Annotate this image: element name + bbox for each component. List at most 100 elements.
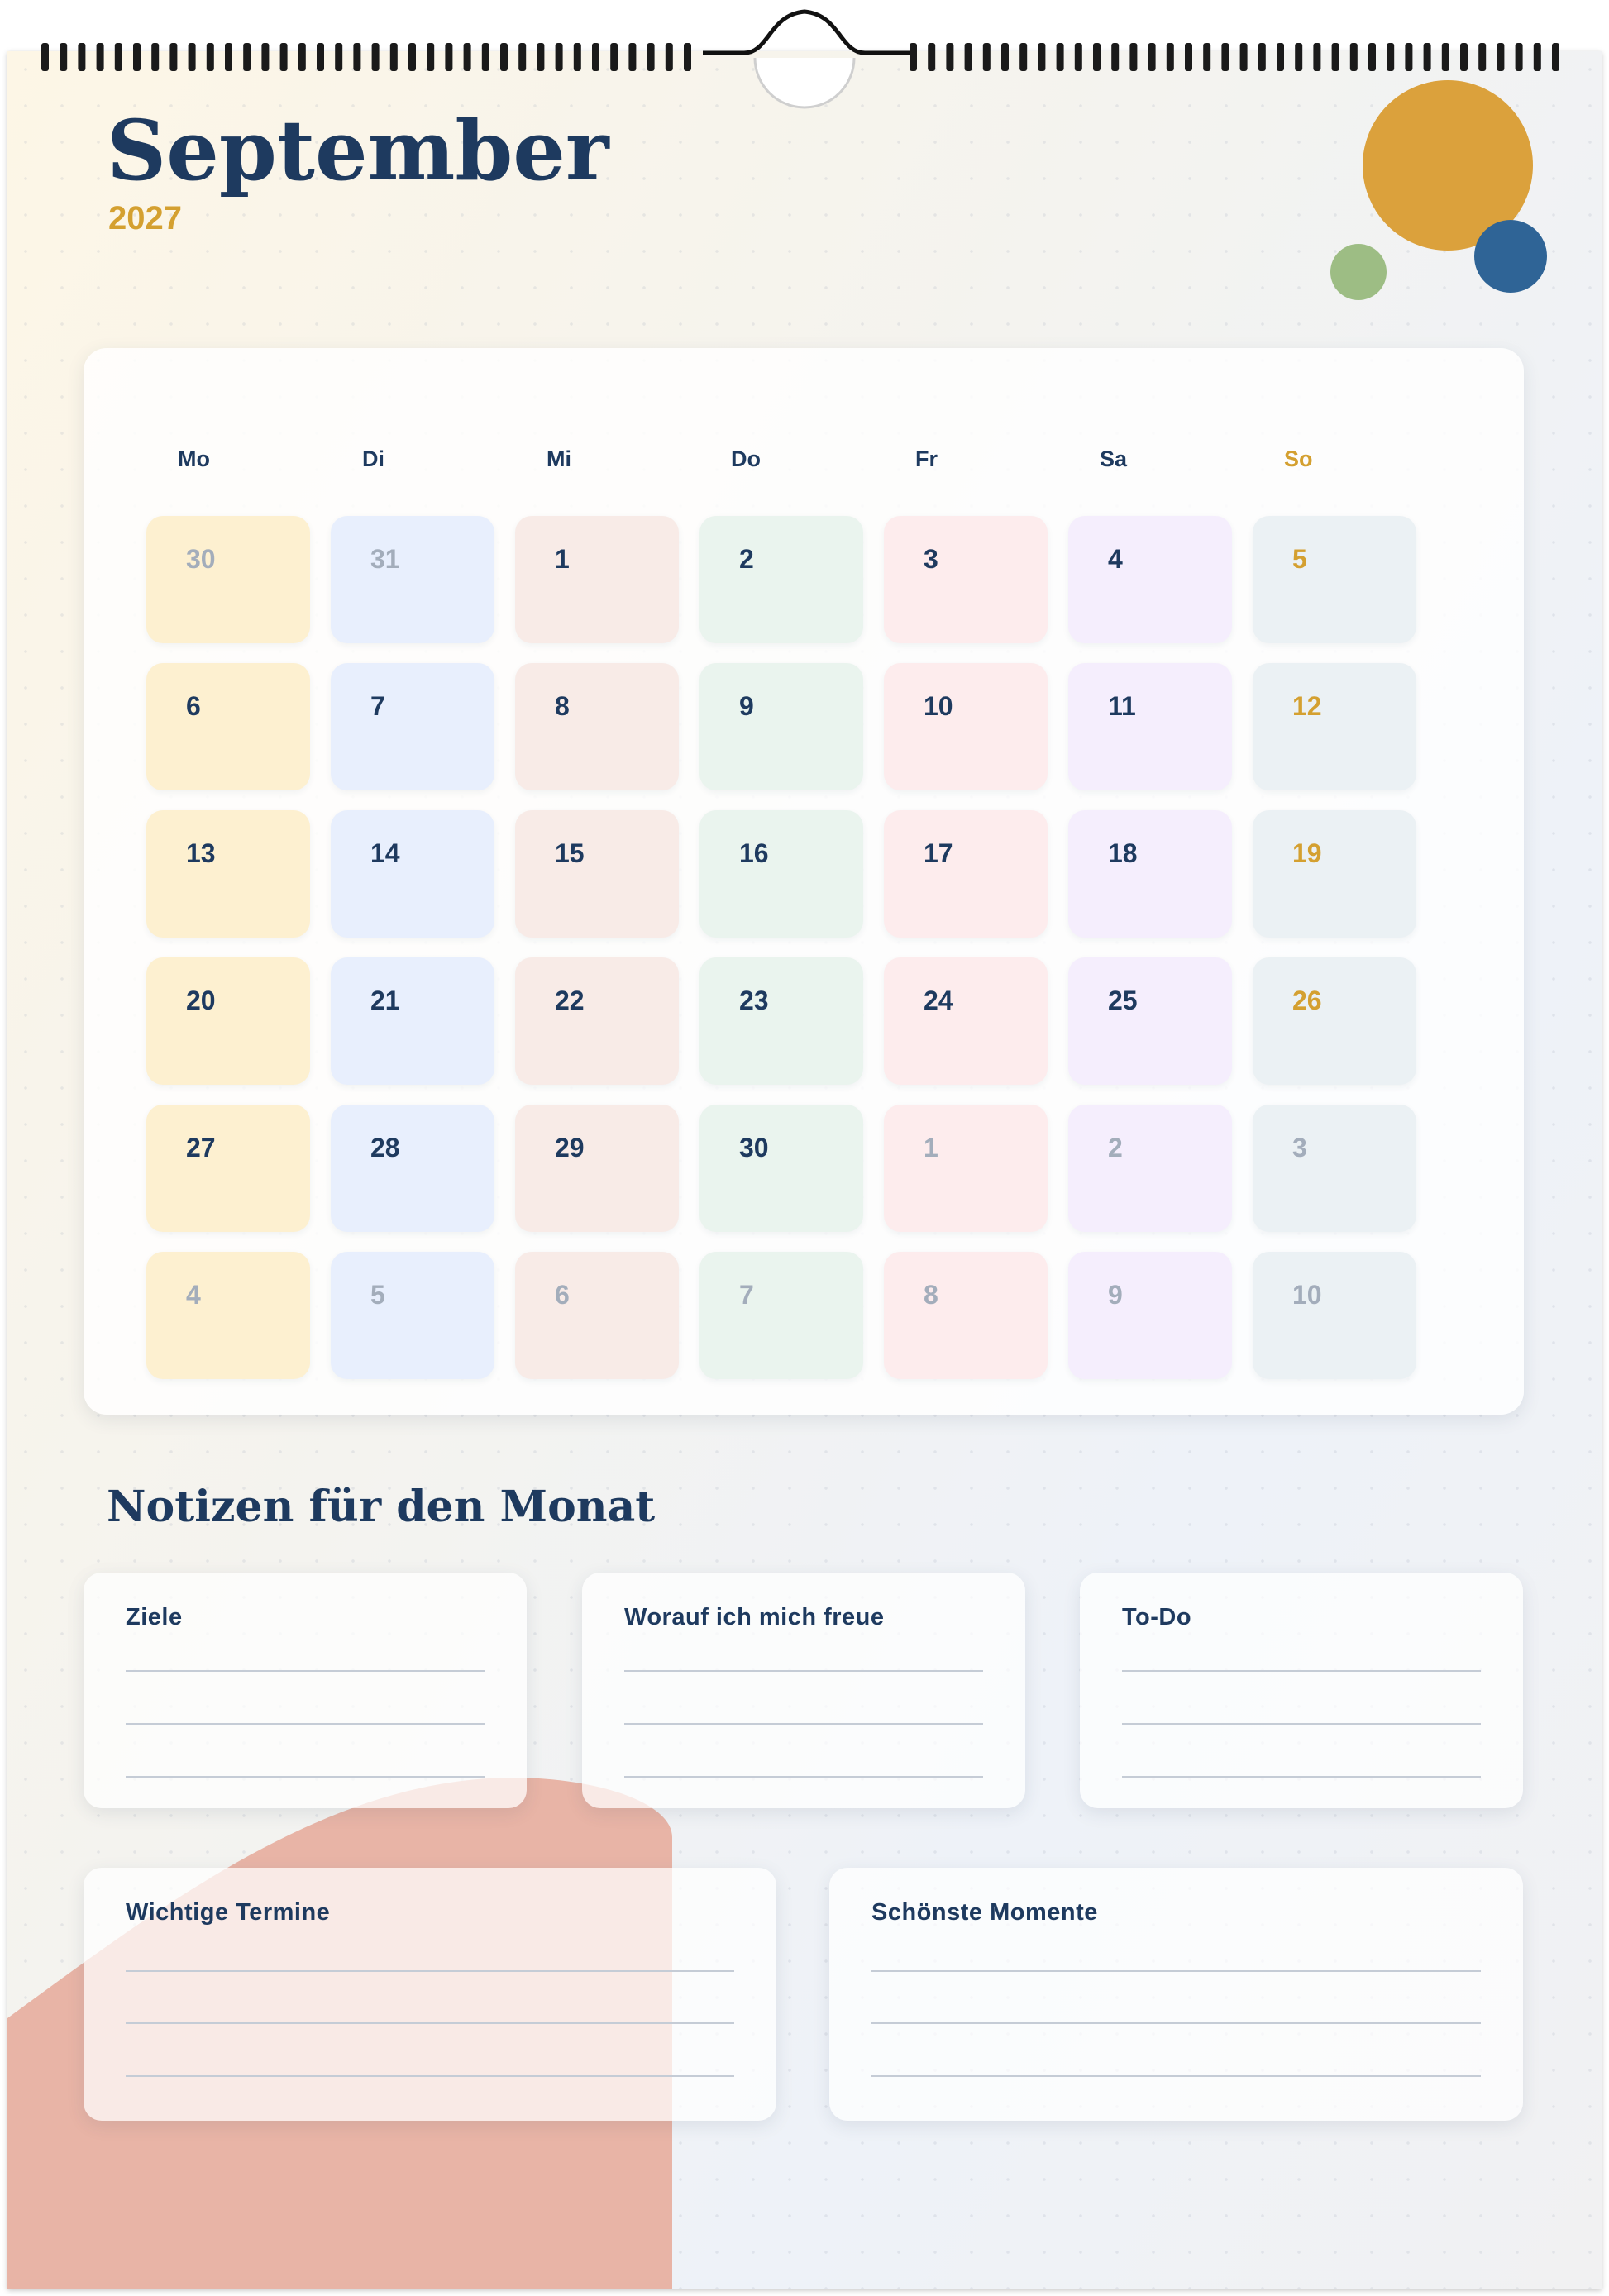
day-cell: 6 — [515, 1252, 679, 1379]
coil — [1423, 43, 1431, 71]
coil — [41, 43, 49, 71]
day-cell: 22 — [515, 957, 679, 1085]
coil — [537, 43, 545, 71]
note-line — [1122, 1723, 1481, 1725]
day-cell: 5 — [331, 1252, 494, 1379]
coil — [1313, 43, 1321, 71]
coil — [133, 43, 141, 71]
day-cell: 19 — [1253, 810, 1416, 938]
binding — [41, 9, 1559, 109]
day-cell: 9 — [699, 663, 863, 790]
coil — [928, 43, 936, 71]
weekday: Mo — [178, 446, 210, 471]
coil — [1258, 43, 1266, 71]
note-box: Ziele — [84, 1573, 527, 1808]
coil — [1203, 43, 1211, 71]
note-box-title: To-Do — [1122, 1604, 1192, 1630]
day-number: 8 — [555, 691, 570, 721]
day-cell: 10 — [1253, 1252, 1416, 1379]
note-box: Schönste Momente — [829, 1868, 1523, 2121]
circle-green — [1330, 244, 1387, 300]
day-cell: 14 — [331, 810, 494, 938]
coil — [1552, 43, 1559, 71]
coil — [1001, 43, 1009, 71]
coil — [610, 43, 618, 71]
hanger-wire — [703, 9, 910, 55]
day-number: 24 — [924, 986, 953, 1015]
day-number: 31 — [370, 544, 400, 574]
day-number: 23 — [739, 986, 769, 1015]
coil — [317, 43, 324, 71]
day-cell: 2 — [1068, 1105, 1232, 1232]
coil — [206, 43, 214, 71]
day-number: 4 — [1108, 544, 1123, 574]
coil — [982, 43, 991, 71]
day-cell: 3 — [884, 516, 1048, 643]
coil — [1038, 43, 1046, 71]
weekday: So — [1284, 446, 1313, 471]
day-cell: 24 — [884, 957, 1048, 1085]
day-cell: 1 — [515, 516, 679, 643]
note-line — [126, 2075, 734, 2077]
note-line — [126, 1776, 485, 1778]
day-number: 29 — [555, 1133, 585, 1162]
coil — [1093, 43, 1101, 71]
note-box-title: Ziele — [126, 1604, 183, 1630]
day-cell: 1 — [884, 1105, 1048, 1232]
day-number: 1 — [924, 1133, 938, 1162]
note-line — [1122, 1670, 1481, 1672]
weekday: Fr — [915, 446, 938, 471]
day-cell: 20 — [146, 957, 310, 1085]
day-number: 6 — [555, 1280, 570, 1310]
weekday: Di — [362, 446, 384, 471]
note-box: To-Do — [1080, 1573, 1523, 1808]
coil — [1295, 43, 1303, 71]
coil — [628, 43, 637, 71]
note-line — [126, 1670, 485, 1672]
note-line — [624, 1776, 983, 1778]
day-cell: 3 — [1253, 1105, 1416, 1232]
day-number: 13 — [186, 838, 216, 868]
coil — [910, 43, 917, 71]
day-cell: 6 — [146, 663, 310, 790]
coil — [371, 43, 380, 71]
coil — [243, 43, 251, 71]
hanger-hole — [753, 57, 856, 109]
coil — [96, 43, 104, 71]
coil — [1441, 43, 1449, 71]
day-cell: 5 — [1253, 516, 1416, 643]
day-cell: 10 — [884, 663, 1048, 790]
day-number: 7 — [370, 691, 385, 721]
day-number: 27 — [186, 1133, 216, 1162]
day-number: 3 — [924, 544, 938, 574]
day-number: 9 — [1108, 1280, 1123, 1310]
note-line — [871, 2075, 1481, 2077]
coil — [1387, 43, 1395, 71]
coil — [1460, 43, 1468, 71]
coil — [151, 43, 160, 71]
day-number: 10 — [924, 691, 953, 721]
coil — [445, 43, 453, 71]
day-cell: 4 — [146, 1252, 310, 1379]
coil — [60, 43, 68, 71]
note-line — [871, 1970, 1481, 1972]
notes-title: Notizen für den Monat — [107, 1482, 656, 1532]
day-number: 6 — [186, 691, 201, 721]
coil — [1185, 43, 1192, 71]
day-number: 19 — [1292, 838, 1322, 868]
coil — [1405, 43, 1413, 71]
coil — [573, 43, 581, 71]
day-cell: 31 — [331, 516, 494, 643]
day-cell: 30 — [699, 1105, 863, 1232]
day-number: 7 — [739, 1280, 754, 1310]
day-number: 21 — [370, 986, 400, 1015]
note-box: Wichtige Termine — [84, 1868, 776, 2121]
coil — [1056, 43, 1064, 71]
day-number: 25 — [1108, 986, 1138, 1015]
weekday: Sa — [1100, 446, 1128, 471]
coil — [555, 43, 563, 71]
day-cell: 8 — [515, 663, 679, 790]
coil — [500, 43, 508, 71]
coil — [1166, 43, 1174, 71]
day-number: 16 — [739, 838, 769, 868]
